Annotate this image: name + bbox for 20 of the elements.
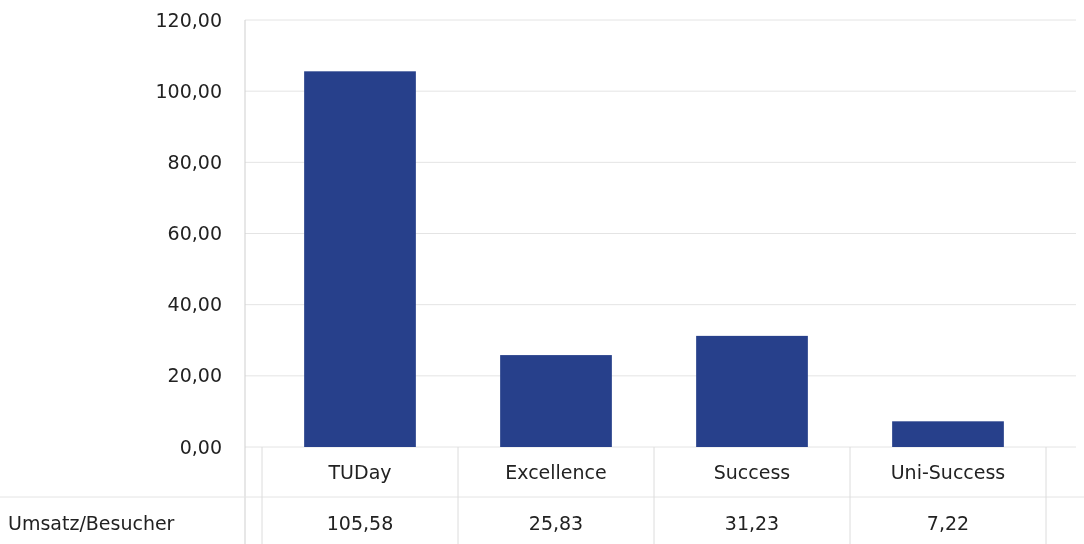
y-tick-label: 0,00 bbox=[179, 435, 222, 458]
bar bbox=[500, 355, 612, 447]
text: Umsatz/Besucher bbox=[8, 511, 175, 534]
bar bbox=[304, 71, 416, 447]
data-label: 25,83 bbox=[528, 511, 584, 534]
y-tick-label: 40,00 bbox=[167, 293, 222, 316]
x-tick-label: Uni-Success bbox=[890, 460, 1006, 483]
bar bbox=[696, 335, 808, 447]
x-tick-label: TUDay bbox=[327, 460, 392, 483]
y-tick-label: 60,00 bbox=[167, 222, 222, 245]
y-tick-label: 80,00 bbox=[167, 150, 222, 173]
data-label: 105,58 bbox=[326, 511, 394, 534]
x-tick-label: Excellence bbox=[505, 460, 607, 483]
y-tick-label: 120,00 bbox=[155, 8, 222, 31]
y-tick-label: 20,00 bbox=[167, 364, 222, 387]
y-tick-label: 100,00 bbox=[155, 79, 222, 102]
data-label: 31,23 bbox=[724, 511, 780, 534]
bar bbox=[892, 421, 1004, 447]
x-tick-label: Success bbox=[713, 460, 791, 483]
data-label: 7,22 bbox=[926, 511, 970, 534]
